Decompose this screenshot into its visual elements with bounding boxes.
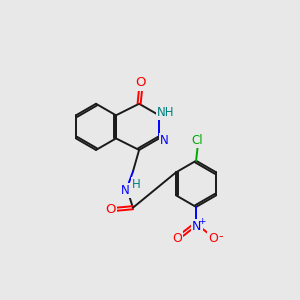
Text: O: O [172,232,182,245]
Text: O: O [135,76,146,89]
Text: O: O [105,203,116,216]
Text: N: N [160,134,169,147]
Text: N: N [192,220,202,233]
Text: +: + [199,217,206,226]
Text: H: H [132,178,140,191]
Text: O: O [208,232,218,245]
Text: NH: NH [157,106,175,119]
Text: N: N [121,184,130,197]
Text: -: - [218,230,223,244]
Text: Cl: Cl [192,134,203,147]
